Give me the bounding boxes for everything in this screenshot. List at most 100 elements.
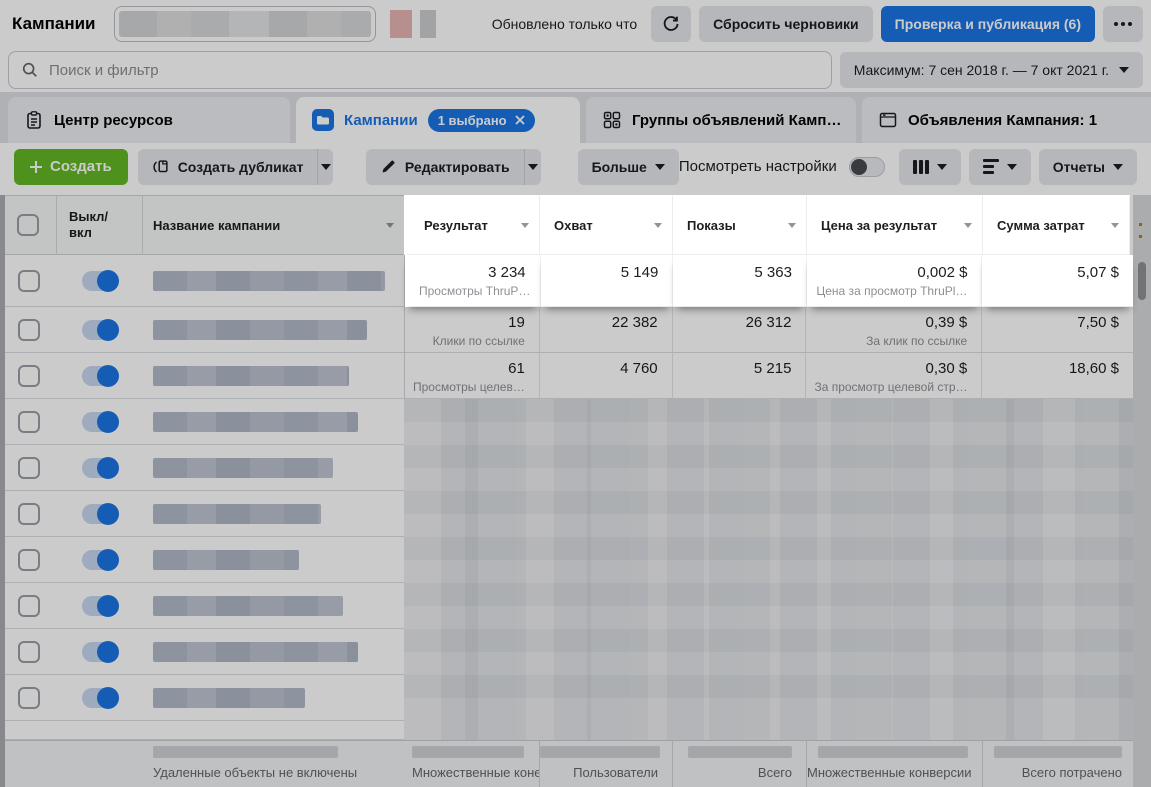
tab-resource-center[interactable]: Центр ресурсов [8, 97, 290, 143]
campaign-name-cell[interactable] [143, 399, 404, 445]
sort-caret-icon[interactable] [788, 223, 796, 228]
row-select-cell [0, 537, 57, 583]
tab-ad-sets[interactable]: Группы объявлений Камп… [586, 97, 856, 143]
campaign-active-toggle[interactable] [82, 456, 119, 479]
reach-cell [539, 629, 672, 675]
close-icon[interactable] [514, 115, 525, 125]
campaign-active-toggle[interactable] [82, 410, 119, 433]
reports-button[interactable]: Отчеты [1038, 148, 1137, 185]
column-header-cost-per-result[interactable]: Цена за результат [807, 195, 983, 255]
campaign-active-toggle[interactable] [82, 364, 119, 387]
campaign-name-cell[interactable] [143, 353, 404, 399]
campaign-active-toggle[interactable] [82, 502, 119, 525]
tab-ads[interactable]: Объявления Кампания: 1 [862, 97, 1151, 143]
more-button[interactable] [1103, 6, 1143, 42]
spend-cell [982, 537, 1133, 583]
scrollbar-thumb[interactable] [1138, 262, 1146, 300]
row-metrics: 19 Клики по ссылке 22 382 26 312 0,39 $ За… [404, 307, 1133, 353]
totals-blur [994, 746, 1122, 758]
breakdown-button[interactable] [968, 148, 1031, 185]
campaign-active-toggle[interactable] [82, 686, 119, 709]
edit-caret-button[interactable] [523, 148, 541, 185]
review-publish-button[interactable]: Проверка и публикация (6) [880, 6, 1095, 42]
totals-blur [412, 746, 524, 758]
column-header-onoff[interactable]: Выкл/вкл [57, 195, 143, 255]
campaign-active-toggle[interactable] [82, 594, 119, 617]
result-cell [404, 491, 539, 537]
row-metrics [404, 675, 1133, 721]
row-select-cell [0, 399, 57, 445]
row-checkbox[interactable] [17, 640, 40, 663]
duplicate-button[interactable]: Создать дубликат [137, 148, 318, 185]
blurred-area [404, 721, 1133, 740]
sort-caret-icon[interactable] [386, 223, 394, 228]
columns-button[interactable] [898, 148, 961, 185]
create-button[interactable]: Создать [14, 148, 128, 185]
impressions-cell [672, 399, 806, 445]
row-checkbox[interactable] [17, 502, 40, 525]
reach-cell [539, 675, 672, 721]
row-checkbox[interactable] [17, 686, 40, 709]
column-header-reach[interactable]: Охват [540, 195, 673, 255]
spend-cell [982, 629, 1133, 675]
campaign-active-toggle[interactable] [82, 640, 119, 663]
select-all-checkbox[interactable] [17, 214, 39, 236]
account-selector[interactable] [113, 6, 376, 42]
cost-per-result-cell [806, 629, 982, 675]
campaign-name-cell[interactable] [143, 583, 404, 629]
column-header-result[interactable]: Результат [404, 195, 540, 255]
discard-drafts-button[interactable]: Сбросить черновики [699, 6, 873, 42]
more-actions-button[interactable]: Больше [577, 148, 679, 185]
row-checkbox[interactable] [17, 410, 40, 433]
sort-caret-icon[interactable] [521, 223, 529, 228]
toggle-knob [97, 548, 119, 571]
refresh-button[interactable] [651, 6, 692, 42]
row-metrics [404, 629, 1133, 675]
campaign-name-cell[interactable] [143, 537, 404, 583]
totals-deleted-note-cell: Удаленные объекты не включены [143, 741, 404, 787]
campaign-name-cell[interactable] [143, 675, 404, 721]
campaign-name-cell[interactable] [143, 307, 404, 353]
duplicate-caret-button[interactable] [317, 148, 333, 185]
date-range-picker[interactable]: Максимум: 7 сен 2018 г. — 7 окт 2021 г. [839, 52, 1143, 88]
sort-caret-icon[interactable] [964, 223, 972, 228]
campaign-active-toggle[interactable] [82, 318, 119, 341]
tab-label: Центр ресурсов [54, 111, 173, 129]
campaign-name-cell[interactable] [143, 445, 404, 491]
campaign-name-cell[interactable] [143, 491, 404, 537]
totals-blur [153, 746, 338, 758]
campaign-active-toggle[interactable] [82, 269, 119, 292]
row-checkbox[interactable] [17, 594, 40, 617]
row-checkbox[interactable] [17, 364, 40, 387]
edit-button[interactable]: Редактировать [365, 148, 524, 185]
tab-campaigns[interactable]: Кампании 1 выбрано [296, 97, 580, 143]
search-filter-box[interactable] [8, 51, 832, 89]
campaign-name-cell[interactable] [143, 629, 404, 675]
row-checkbox[interactable] [17, 269, 40, 292]
totals-blur [540, 746, 660, 758]
impressions-cell [672, 445, 806, 491]
column-header-name[interactable]: Название кампании [143, 195, 404, 255]
campaign-name-cell[interactable] [143, 255, 404, 307]
impressions-cell [672, 675, 806, 721]
row-metrics [404, 491, 1133, 537]
sort-caret-icon[interactable] [1111, 223, 1119, 228]
column-header-spend[interactable]: Сумма затрат [983, 195, 1130, 255]
spend-cell [982, 445, 1133, 491]
spend-cell: 5,07 $ [982, 255, 1134, 307]
campaign-active-toggle[interactable] [82, 548, 119, 571]
sort-caret-icon[interactable] [654, 223, 662, 228]
search-input[interactable] [49, 61, 819, 79]
result-cell [404, 675, 539, 721]
vertical-scrollbar[interactable] [1133, 195, 1151, 787]
view-settings-toggle[interactable] [848, 156, 885, 177]
column-header-impressions[interactable]: Показы [673, 195, 807, 255]
cost-per-result-cell [806, 537, 982, 583]
copy-icon [152, 158, 170, 176]
row-checkbox[interactable] [17, 318, 40, 341]
selected-count-badge[interactable]: 1 выбрано [427, 108, 535, 132]
row-checkbox[interactable] [17, 456, 40, 479]
reach-cell [539, 583, 672, 629]
row-toggle-cell [57, 675, 143, 721]
row-checkbox[interactable] [17, 548, 40, 571]
